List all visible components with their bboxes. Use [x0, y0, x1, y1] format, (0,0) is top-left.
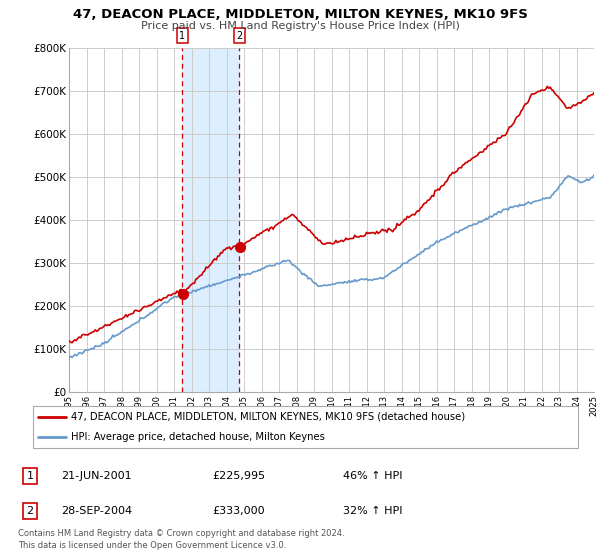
Text: 21-JUN-2001: 21-JUN-2001: [61, 471, 131, 481]
Text: £225,995: £225,995: [212, 471, 265, 481]
Text: 32% ↑ HPI: 32% ↑ HPI: [343, 506, 403, 516]
Bar: [182, 48, 239, 392]
Text: 2: 2: [26, 506, 34, 516]
Text: 47, DEACON PLACE, MIDDLETON, MILTON KEYNES, MK10 9FS (detached house): 47, DEACON PLACE, MIDDLETON, MILTON KEYN…: [71, 412, 466, 422]
Text: £333,000: £333,000: [212, 506, 265, 516]
Text: 47, DEACON PLACE, MIDDLETON, MILTON KEYNES, MK10 9FS: 47, DEACON PLACE, MIDDLETON, MILTON KEYN…: [73, 8, 527, 21]
Text: 2: 2: [236, 31, 242, 41]
Text: HPI: Average price, detached house, Milton Keynes: HPI: Average price, detached house, Milt…: [71, 432, 325, 442]
Text: 46% ↑ HPI: 46% ↑ HPI: [343, 471, 403, 481]
Text: Price paid vs. HM Land Registry's House Price Index (HPI): Price paid vs. HM Land Registry's House …: [140, 21, 460, 31]
Text: 28-SEP-2004: 28-SEP-2004: [61, 506, 132, 516]
FancyBboxPatch shape: [33, 405, 578, 449]
Text: 1: 1: [26, 471, 34, 481]
Text: 1: 1: [179, 31, 185, 41]
Text: Contains HM Land Registry data © Crown copyright and database right 2024.
This d: Contains HM Land Registry data © Crown c…: [18, 529, 344, 550]
